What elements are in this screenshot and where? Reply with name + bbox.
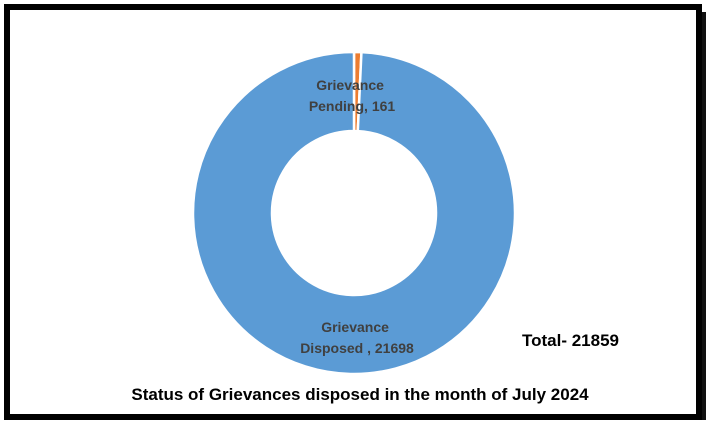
disposed-label: Grievance Disposed , 21698 (300, 319, 414, 356)
donut-slices (191, 50, 517, 376)
frame-shadow-right (700, 12, 706, 420)
pending-label-line2: Pending, 161 (309, 98, 396, 114)
pending-label-line1: Grievance (316, 77, 384, 93)
total-label: Total- 21859 (522, 331, 619, 350)
pending-label: Grievance Pending, 161 (309, 77, 396, 114)
disposed-label-line2: Disposed , 21698 (300, 340, 414, 356)
slice-disposed (191, 50, 517, 376)
disposed-label-line1: Grievance (321, 319, 389, 335)
chart-title: Status of Grievances disposed in the mon… (131, 385, 589, 404)
